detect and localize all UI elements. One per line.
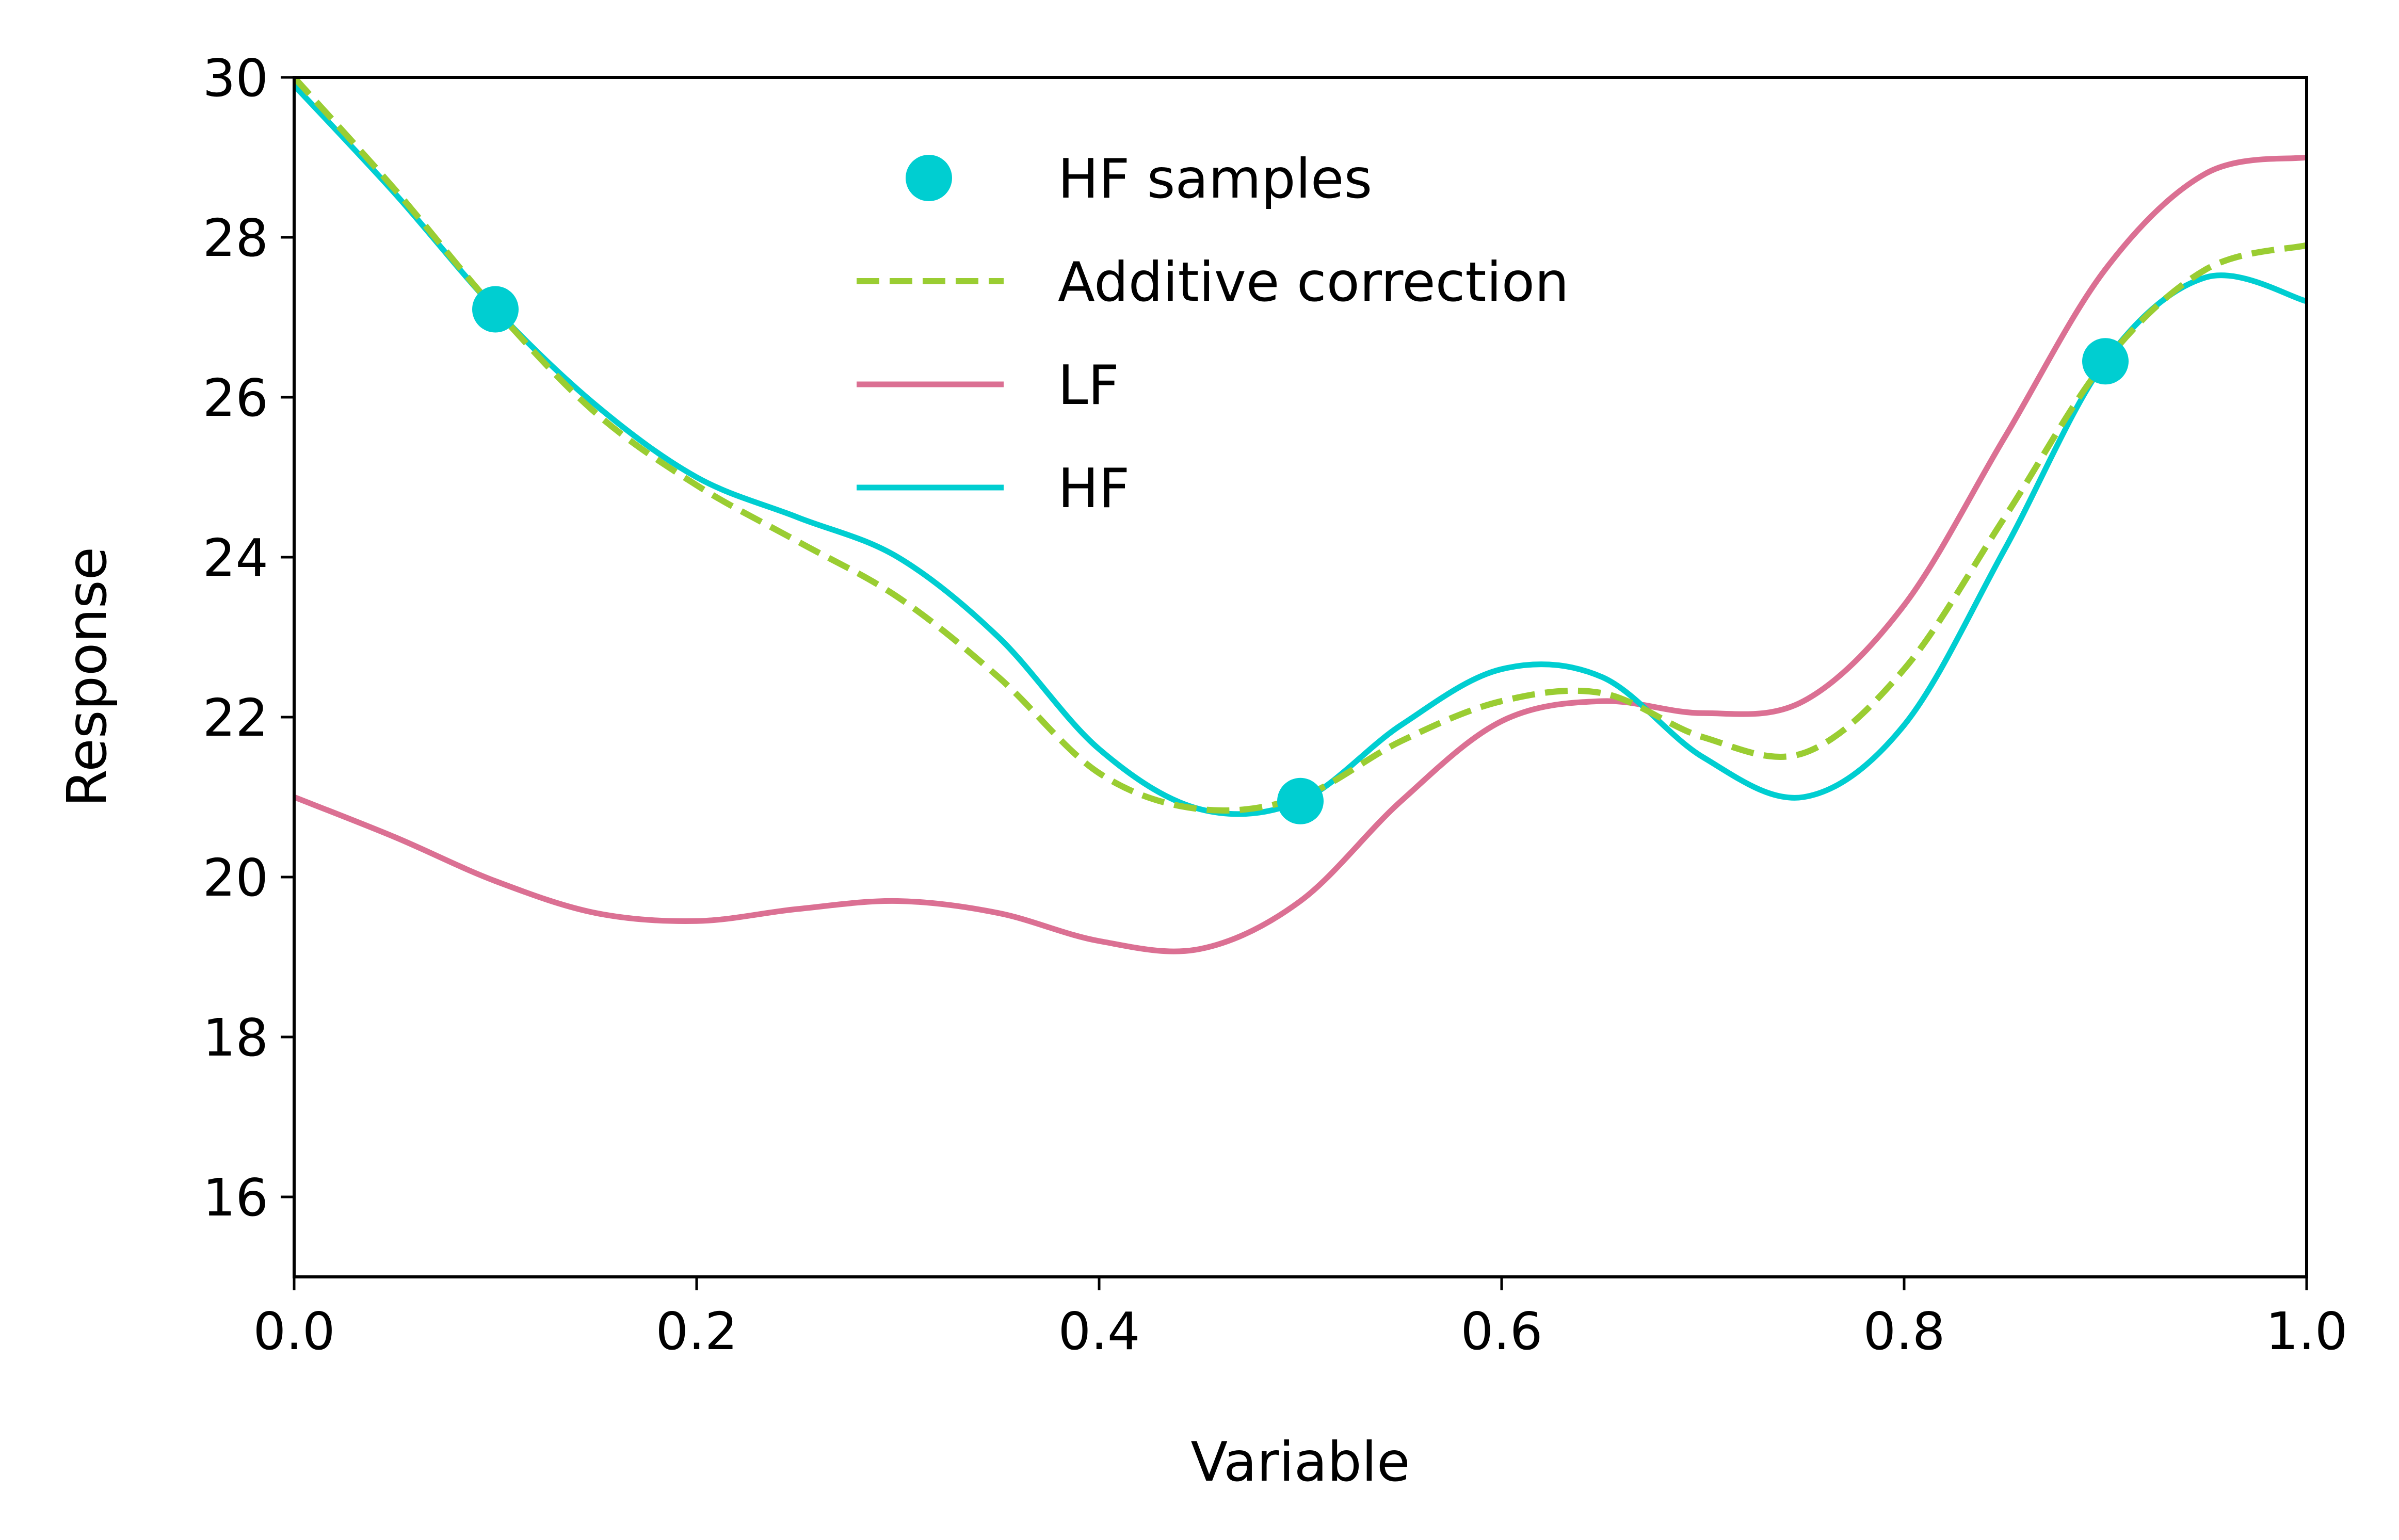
x-axis: 0.0 0.2 0.4 0.6 0.8 1.0 [253,1277,2348,1361]
y-tick-label: 20 [203,848,268,908]
hf-sample-point [1277,777,1324,824]
hf-sample-point [2082,338,2129,385]
x-tick-label: 0.0 [253,1301,335,1361]
hf-sample-point [472,286,519,333]
y-tick-label: 30 [203,48,268,108]
x-axis-label: Variable [1190,1431,1410,1494]
legend-label-hf: HF [1058,457,1130,520]
legend-label-hf-samples: HF samples [1058,148,1372,210]
y-tick-label: 22 [203,688,268,748]
x-tick-label: 0.8 [1863,1301,1945,1361]
y-tick-label: 28 [203,208,268,268]
legend-label-additive-correction: Additive correction [1058,251,1569,314]
y-tick-label: 16 [203,1168,268,1228]
x-tick-label: 1.0 [2265,1301,2347,1361]
y-axis: 16 18 20 22 24 26 28 30 [203,48,294,1228]
x-tick-label: 0.4 [1058,1301,1140,1361]
legend-label-lf: LF [1058,354,1119,417]
y-tick-label: 24 [203,528,268,588]
y-tick-label: 18 [203,1008,268,1068]
y-tick-label: 26 [203,368,268,428]
y-axis-label: Response [56,547,119,807]
series-line-lf [294,154,2307,954]
x-tick-label: 0.2 [655,1301,737,1361]
x-tick-label: 0.6 [1460,1301,1542,1361]
scatter-layer [472,286,2129,824]
plot-frame [293,76,2308,1278]
legend-marker-hf-samples [906,155,952,201]
legend: HF samples Additive correction LF HF [857,148,1569,520]
